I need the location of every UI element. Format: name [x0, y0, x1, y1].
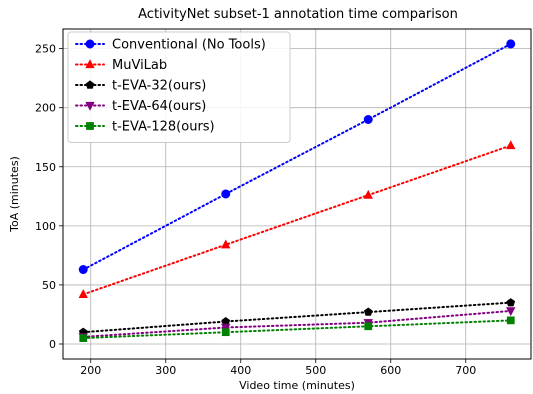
legend: Conventional (No Tools) MuViLab t-EVA-32(o…	[67, 31, 291, 143]
y-tick-label: 0	[49, 338, 56, 351]
y-tick-label: 250	[35, 43, 56, 56]
data-point	[363, 307, 373, 316]
data-point	[506, 307, 516, 317]
legend-label: Conventional (No Tools)	[112, 38, 266, 53]
series-line	[82, 319, 512, 340]
data-point	[506, 298, 516, 307]
x-tick-label: 300	[155, 364, 176, 377]
chart-title: ActivityNet subset-1 annotation time com…	[138, 7, 458, 22]
legend-label: t-EVA-32(ours)	[112, 79, 206, 94]
series-5	[79, 316, 515, 342]
legend-marker	[85, 101, 95, 111]
legend-label: t-EVA-64(ours)	[112, 99, 206, 114]
data-point	[506, 140, 516, 150]
y-tick-label: 150	[35, 161, 56, 174]
series-line	[82, 309, 512, 338]
legend-item: t-EVA-32(ours)	[75, 79, 206, 94]
legend-label: t-EVA-128(ours)	[112, 120, 215, 135]
x-tick-label: 400	[230, 364, 251, 377]
legend-box	[67, 31, 291, 143]
x-tick-label: 200	[80, 364, 101, 377]
data-point	[363, 115, 373, 125]
legend-marker	[86, 122, 94, 130]
legend-item: MuViLab	[75, 58, 167, 73]
ticks: 200 300 400 500 600 700 0 50 100 150 200 250	[35, 43, 476, 377]
x-tick-label: 700	[455, 364, 476, 377]
data-point	[221, 239, 231, 249]
series-line	[82, 301, 512, 334]
legend-marker	[85, 39, 95, 49]
data-point	[221, 323, 231, 333]
y-tick-label: 100	[35, 220, 56, 233]
data-point	[506, 316, 515, 325]
y-tick-label: 200	[35, 102, 56, 115]
series-2	[78, 140, 516, 299]
data-point	[79, 334, 88, 342]
series-line	[82, 42, 512, 271]
data-point	[221, 189, 231, 199]
series-layer	[78, 39, 516, 343]
plot-frame	[62, 28, 532, 360]
data-point	[78, 289, 88, 299]
x-axis-label: Video time (minutes)	[239, 379, 355, 392]
data-point	[78, 265, 88, 275]
legend-item: t-EVA-64(ours)	[75, 99, 206, 114]
series-line	[82, 144, 512, 296]
y-axis-label: ToA (minutes)	[8, 156, 21, 233]
x-tick-label: 500	[305, 364, 326, 377]
legend-marker	[85, 80, 95, 89]
y-tick-label: 50	[42, 279, 56, 292]
data-point	[506, 39, 516, 49]
legend-item: Conventional (No Tools)	[75, 38, 266, 53]
legend-label: MuViLab	[112, 58, 167, 73]
data-point	[364, 322, 373, 331]
legend-marker	[85, 59, 95, 69]
legend-item: t-EVA-128(ours)	[75, 120, 215, 135]
x-tick-label: 600	[380, 364, 401, 377]
data-point	[221, 328, 230, 337]
series-1	[78, 39, 516, 275]
data-point	[363, 189, 373, 199]
series-3	[78, 298, 516, 336]
